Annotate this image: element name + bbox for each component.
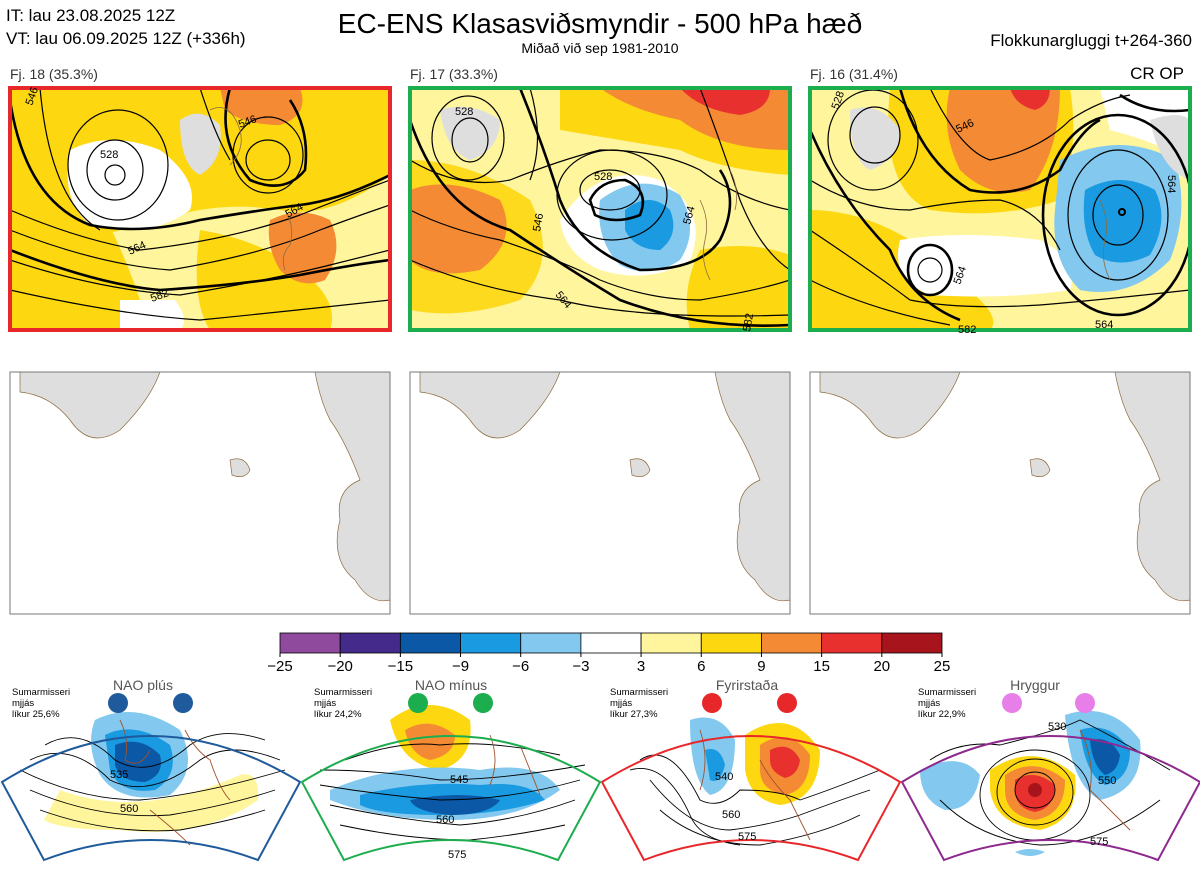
cluster-1-map — [10, 88, 390, 330]
contour-label: 564 — [1095, 319, 1113, 331]
colorbar-tick-label: −25 — [267, 658, 292, 675]
regime-marker-dot — [108, 693, 128, 713]
cluster-3-map — [810, 88, 1190, 330]
colorbar-tick-label: 3 — [637, 658, 645, 675]
contour-label: 560 — [722, 809, 740, 821]
control-run-label: CR OP — [1130, 64, 1184, 83]
colorbar-swatch — [460, 632, 522, 654]
regime-probability: líkur 27,3% — [610, 709, 658, 720]
regime-probability: líkur 25,6% — [12, 709, 60, 720]
cluster-2-label: Fj. 17 (33.3%) — [410, 66, 498, 82]
regime-title: Hryggur — [1010, 677, 1060, 693]
regime-marker-dot — [408, 693, 428, 713]
contour-label: 546 — [531, 212, 546, 232]
regime-ridge-map: 530 550 575 — [900, 710, 1200, 862]
contour-label: 535 — [110, 769, 128, 781]
colorbar-swatch — [520, 632, 582, 654]
cluster-1-label: Fj. 18 (35.3%) — [10, 66, 98, 82]
colorbar-tick-label: 15 — [813, 658, 830, 675]
colorbar-tick-label: −9 — [452, 658, 469, 675]
regime-marker-dot — [702, 693, 722, 713]
control-map-1 — [9, 371, 391, 615]
regime-mean-period: mjjás — [12, 698, 34, 709]
contour-label: 582 — [741, 312, 756, 332]
contour-label: 528 — [100, 149, 118, 161]
colorbar-swatch — [761, 632, 823, 654]
colorbar-swatch — [339, 632, 401, 654]
cluster-1-frame — [8, 86, 392, 332]
cluster-3-label: Fj. 16 (31.4%) — [810, 66, 898, 82]
regime-title: NAO plús — [113, 677, 173, 693]
contour-label: 528 — [830, 90, 848, 111]
colorbar-swatch — [700, 632, 762, 654]
regime-nao-minus-map: 545 560 575 — [300, 705, 602, 862]
chart-title: EC-ENS Klasasviðsmyndir - 500 hPa hæð — [337, 8, 863, 39]
init-time: IT: lau 23.08.2025 12Z — [6, 6, 176, 25]
control-map-2 — [409, 371, 791, 615]
regime-marker-dot — [777, 693, 797, 713]
regime-nao-plus-map: 535 560 — [0, 712, 302, 862]
regime-marker-dot — [1075, 693, 1095, 713]
contour-label: 546 — [24, 86, 42, 107]
contour-label: 540 — [715, 771, 733, 783]
regime-marker-dot — [173, 693, 193, 713]
regime-probability: líkur 22,9% — [918, 709, 966, 720]
contour-label: 575 — [448, 849, 466, 861]
chart-subtitle: Miðað við sep 1981-2010 — [521, 40, 679, 56]
contour-label: 560 — [436, 814, 454, 826]
contour-label: 545 — [450, 774, 468, 786]
regime-probability: líkur 24,2% — [314, 709, 362, 720]
regime-marker-dot — [1002, 693, 1022, 713]
cluster-2-frame — [408, 86, 792, 332]
classification-window: Flokkunargluggi t+264-360 — [990, 31, 1192, 50]
colorbar-tick-label: 20 — [873, 658, 890, 675]
colorbar-swatch — [399, 632, 461, 654]
colorbar-swatch — [821, 632, 883, 654]
regime-marker-dot — [473, 693, 493, 713]
control-map-3 — [809, 371, 1191, 615]
colorbar-swatch — [640, 632, 702, 654]
cluster-2-map — [410, 88, 790, 330]
regime-season: Sumarmisseri — [314, 687, 372, 698]
colorbar-swatch — [580, 632, 642, 654]
contour-label: 564 — [681, 205, 697, 226]
contour-label: 560 — [120, 803, 138, 815]
contour-label: 575 — [738, 831, 756, 843]
contour-label: 530 — [1048, 721, 1066, 733]
contour-label: 564 — [952, 265, 970, 286]
colorbar-tick-label: −3 — [572, 658, 589, 675]
regime-mean-period: mjjás — [314, 698, 336, 709]
contour-label: 582 — [958, 324, 976, 336]
contour-label: 550 — [1098, 775, 1116, 787]
regime-season: Sumarmisseri — [610, 687, 668, 698]
contour-label: 528 — [455, 106, 473, 118]
regime-season: Sumarmisseri — [12, 687, 70, 698]
colorbar-tick-label: 25 — [934, 658, 951, 675]
regime-title: Fyrirstaða — [716, 677, 778, 693]
valid-time: VT: lau 06.09.2025 12Z (+336h) — [6, 29, 246, 48]
regime-blocking-map: 540 560 575 — [600, 717, 902, 862]
colorbar-tick-label: 6 — [697, 658, 705, 675]
colorbar-swatch — [279, 632, 341, 654]
anomaly-colorbar — [279, 632, 943, 654]
regime-title: NAO mínus — [415, 677, 487, 693]
contour-label: 546 — [237, 113, 258, 131]
regime-mean-period: mjjás — [918, 698, 940, 709]
colorbar-tick-label: −15 — [388, 658, 413, 675]
contour-label: 575 — [1090, 836, 1108, 848]
colorbar-tick-label: −6 — [512, 658, 529, 675]
regime-season: Sumarmisseri — [918, 687, 976, 698]
contour-label: 528 — [594, 171, 612, 183]
contour-label: 564 — [1165, 175, 1177, 193]
colorbar-swatch — [881, 632, 943, 654]
cluster-3-frame — [808, 86, 1192, 332]
regime-mean-period: mjjás — [610, 698, 632, 709]
colorbar-tick-label: −20 — [327, 658, 352, 675]
contour-label: 582 — [149, 287, 170, 305]
colorbar-tick-label: 9 — [757, 658, 765, 675]
